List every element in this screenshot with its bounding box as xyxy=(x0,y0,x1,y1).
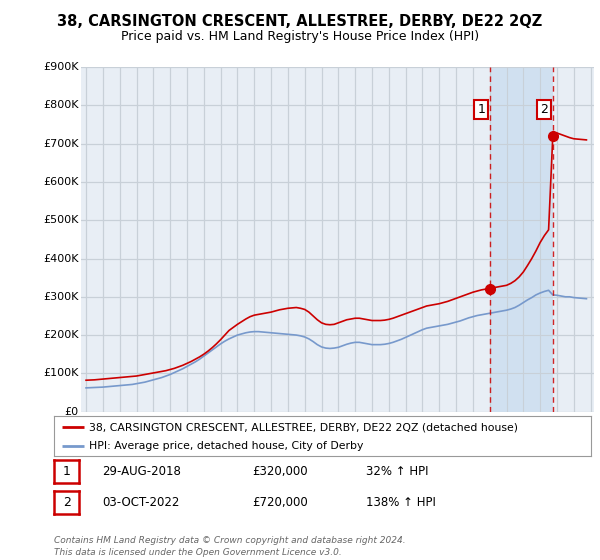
Text: 1995: 1995 xyxy=(76,422,86,446)
Text: 2015: 2015 xyxy=(412,422,422,447)
Text: 2021: 2021 xyxy=(514,422,523,447)
Text: 2003: 2003 xyxy=(211,422,221,446)
Text: 1: 1 xyxy=(478,103,485,116)
Text: 32% ↑ HPI: 32% ↑ HPI xyxy=(366,465,428,478)
Text: 2012: 2012 xyxy=(362,422,372,447)
Text: £600K: £600K xyxy=(43,177,79,187)
Text: 1996: 1996 xyxy=(93,422,103,446)
Text: 2005: 2005 xyxy=(244,422,254,447)
Text: 2001: 2001 xyxy=(177,422,187,446)
Text: 1998: 1998 xyxy=(127,422,137,446)
Text: 38, CARSINGTON CRESCENT, ALLESTREE, DERBY, DE22 2QZ (detached house): 38, CARSINGTON CRESCENT, ALLESTREE, DERB… xyxy=(89,422,518,432)
Text: £300K: £300K xyxy=(43,292,79,302)
Text: 2019: 2019 xyxy=(480,422,490,446)
Text: 1999: 1999 xyxy=(143,422,154,446)
Text: Price paid vs. HM Land Registry's House Price Index (HPI): Price paid vs. HM Land Registry's House … xyxy=(121,30,479,43)
Text: £800K: £800K xyxy=(43,100,79,110)
Text: 2011: 2011 xyxy=(345,422,355,446)
Text: 1997: 1997 xyxy=(110,422,119,446)
Text: 2016: 2016 xyxy=(429,422,439,446)
Text: 2022: 2022 xyxy=(530,422,540,447)
Text: £700K: £700K xyxy=(43,139,79,149)
Text: 1: 1 xyxy=(62,465,71,478)
Text: £500K: £500K xyxy=(43,215,79,225)
Text: 38, CARSINGTON CRESCENT, ALLESTREE, DERBY, DE22 2QZ: 38, CARSINGTON CRESCENT, ALLESTREE, DERB… xyxy=(58,14,542,29)
Text: 2002: 2002 xyxy=(194,422,204,447)
Text: 2: 2 xyxy=(541,103,548,116)
Text: 2000: 2000 xyxy=(160,422,170,446)
Text: 2: 2 xyxy=(62,496,71,509)
Text: 2025: 2025 xyxy=(581,422,590,447)
Text: 29-AUG-2018: 29-AUG-2018 xyxy=(102,465,181,478)
Text: 03-OCT-2022: 03-OCT-2022 xyxy=(102,496,179,509)
Text: HPI: Average price, detached house, City of Derby: HPI: Average price, detached house, City… xyxy=(89,441,363,451)
Text: 2018: 2018 xyxy=(463,422,473,446)
Text: £400K: £400K xyxy=(43,254,79,264)
Text: £720,000: £720,000 xyxy=(252,496,308,509)
Bar xyxy=(490,67,553,412)
Text: £900K: £900K xyxy=(43,62,79,72)
Text: £200K: £200K xyxy=(43,330,79,340)
Text: 2013: 2013 xyxy=(379,422,389,446)
Text: 2024: 2024 xyxy=(564,422,574,447)
Text: £0: £0 xyxy=(64,407,79,417)
Text: Contains HM Land Registry data © Crown copyright and database right 2024.
This d: Contains HM Land Registry data © Crown c… xyxy=(54,536,406,557)
Text: £320,000: £320,000 xyxy=(252,465,308,478)
Text: 2020: 2020 xyxy=(497,422,506,447)
Text: 2009: 2009 xyxy=(311,422,322,446)
Text: 2010: 2010 xyxy=(328,422,338,446)
Text: 2014: 2014 xyxy=(395,422,406,446)
Text: 2007: 2007 xyxy=(278,422,288,447)
Text: 2008: 2008 xyxy=(295,422,305,446)
Text: 2017: 2017 xyxy=(446,422,456,447)
Text: 2004: 2004 xyxy=(227,422,238,446)
Text: 2006: 2006 xyxy=(261,422,271,446)
Text: 2023: 2023 xyxy=(547,422,557,447)
Text: 138% ↑ HPI: 138% ↑ HPI xyxy=(366,496,436,509)
Text: £100K: £100K xyxy=(43,368,79,379)
